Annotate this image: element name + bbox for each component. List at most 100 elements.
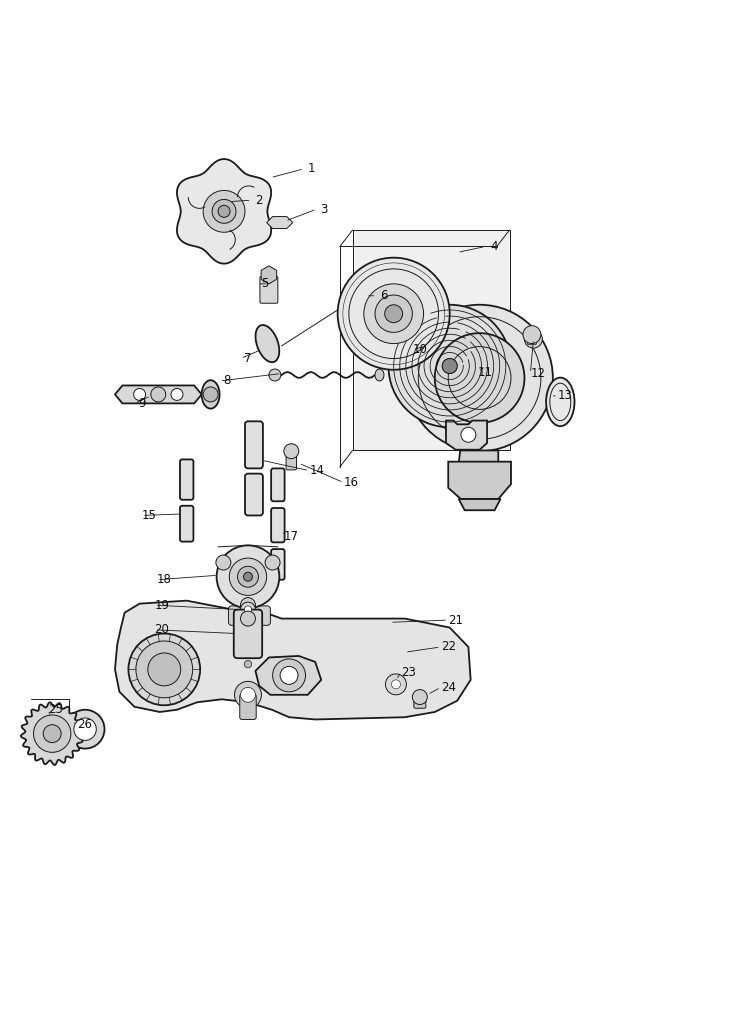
Text: 10: 10 [413, 343, 428, 357]
Circle shape [241, 611, 256, 626]
Circle shape [148, 653, 181, 686]
Polygon shape [21, 702, 83, 765]
Text: 19: 19 [154, 599, 170, 612]
Ellipse shape [256, 325, 279, 363]
Text: 8: 8 [224, 375, 231, 387]
Circle shape [244, 660, 252, 668]
Polygon shape [448, 462, 511, 499]
FancyBboxPatch shape [272, 468, 284, 501]
Circle shape [203, 190, 245, 232]
Circle shape [44, 724, 62, 743]
Polygon shape [459, 499, 500, 511]
Text: 16: 16 [344, 476, 358, 489]
Circle shape [284, 444, 298, 459]
Text: 26: 26 [77, 718, 92, 731]
Text: 1: 1 [308, 162, 315, 175]
FancyBboxPatch shape [229, 606, 271, 625]
Circle shape [244, 606, 252, 613]
Circle shape [392, 680, 400, 689]
Text: 22: 22 [441, 640, 456, 653]
FancyBboxPatch shape [245, 421, 263, 468]
Text: 5: 5 [261, 278, 268, 291]
Polygon shape [177, 159, 272, 263]
Circle shape [265, 555, 280, 570]
Text: 14: 14 [309, 464, 324, 477]
Text: 23: 23 [401, 666, 416, 679]
FancyBboxPatch shape [240, 694, 256, 719]
FancyBboxPatch shape [180, 505, 194, 542]
Circle shape [136, 641, 193, 698]
Text: 24: 24 [441, 681, 456, 694]
Circle shape [34, 715, 71, 753]
Circle shape [524, 330, 542, 348]
Circle shape [66, 710, 104, 749]
Text: 7: 7 [244, 353, 252, 365]
Circle shape [171, 388, 183, 400]
FancyBboxPatch shape [234, 610, 262, 658]
Text: 4: 4 [490, 240, 498, 253]
Polygon shape [267, 217, 292, 229]
Circle shape [235, 682, 262, 708]
Circle shape [442, 359, 458, 374]
Text: 9: 9 [138, 397, 146, 410]
Circle shape [413, 690, 428, 704]
Polygon shape [352, 230, 509, 451]
Circle shape [212, 200, 236, 223]
Polygon shape [458, 451, 498, 484]
Polygon shape [256, 656, 321, 695]
Circle shape [386, 674, 406, 695]
Circle shape [241, 602, 256, 617]
Circle shape [241, 598, 256, 613]
Circle shape [280, 667, 298, 685]
FancyBboxPatch shape [260, 277, 278, 303]
Ellipse shape [375, 369, 384, 381]
FancyBboxPatch shape [286, 451, 296, 470]
Circle shape [269, 369, 280, 381]
Text: 15: 15 [142, 509, 157, 522]
Text: 2: 2 [256, 193, 263, 207]
FancyBboxPatch shape [527, 335, 536, 344]
Polygon shape [446, 420, 487, 450]
Circle shape [134, 388, 146, 400]
Circle shape [375, 295, 413, 332]
Circle shape [238, 566, 259, 588]
Text: 25: 25 [48, 703, 63, 716]
Circle shape [273, 658, 305, 692]
Polygon shape [261, 265, 277, 284]
Text: 20: 20 [154, 623, 170, 636]
Polygon shape [115, 386, 202, 403]
FancyBboxPatch shape [180, 460, 194, 499]
FancyBboxPatch shape [414, 693, 426, 708]
Circle shape [523, 325, 541, 343]
Circle shape [203, 387, 218, 402]
Circle shape [406, 305, 553, 451]
Text: 12: 12 [530, 367, 545, 380]
Ellipse shape [202, 380, 220, 408]
Circle shape [151, 387, 166, 402]
Circle shape [338, 257, 450, 370]
FancyBboxPatch shape [272, 508, 284, 542]
Circle shape [230, 558, 267, 596]
Circle shape [364, 284, 424, 343]
FancyBboxPatch shape [245, 474, 263, 516]
Text: 3: 3 [320, 203, 328, 216]
Text: 21: 21 [448, 614, 464, 627]
Circle shape [461, 427, 476, 443]
Circle shape [385, 305, 403, 323]
Circle shape [241, 688, 256, 702]
Circle shape [218, 206, 230, 218]
Text: 13: 13 [558, 389, 573, 402]
Circle shape [128, 633, 200, 705]
Circle shape [388, 305, 511, 427]
Circle shape [74, 718, 96, 741]
FancyBboxPatch shape [272, 549, 284, 579]
Circle shape [435, 333, 524, 422]
Text: 11: 11 [478, 366, 493, 379]
Circle shape [216, 555, 231, 570]
Text: 18: 18 [157, 573, 172, 587]
Ellipse shape [546, 378, 574, 426]
Circle shape [244, 572, 253, 581]
Text: 17: 17 [284, 530, 298, 543]
Text: 6: 6 [380, 290, 388, 302]
Polygon shape [115, 601, 471, 719]
